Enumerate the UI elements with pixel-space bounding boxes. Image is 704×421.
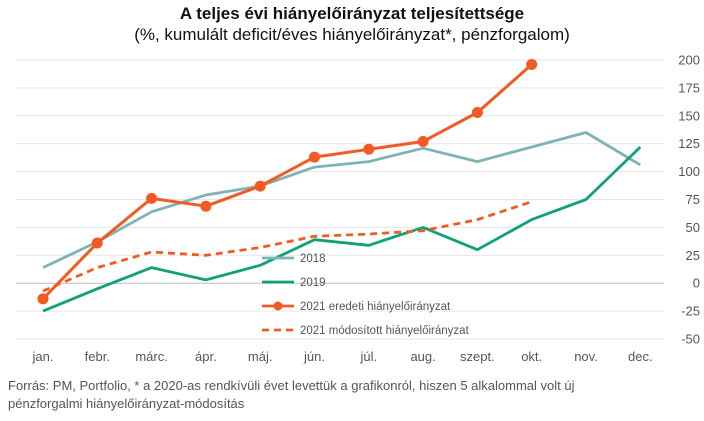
y-tick-label: -50: [681, 332, 700, 347]
y-tick-label: 0: [693, 276, 700, 291]
series-line-0: [42, 131, 642, 269]
x-tick-label: júl.: [359, 349, 377, 364]
x-tick-label: okt.: [521, 349, 542, 364]
legend-marker: [273, 301, 283, 311]
x-tick-label: szept.: [460, 349, 495, 364]
y-tick-label: 125: [678, 136, 700, 151]
data-point: [146, 192, 158, 204]
data-point: [200, 200, 212, 212]
data-point: [363, 143, 375, 155]
y-tick-label: -25: [681, 304, 700, 319]
y-tick-label: 50: [686, 220, 700, 235]
x-tick-label: febr.: [85, 349, 110, 364]
series-line-2: [41, 63, 533, 300]
data-point: [526, 58, 538, 70]
series-line-1: [42, 145, 642, 313]
data-point: [417, 135, 429, 147]
data-point: [37, 293, 49, 305]
legend-label: 2018: [300, 253, 326, 265]
data-point: [471, 106, 483, 118]
series-line-3: [42, 200, 533, 293]
legend-label: 2021 módosított hiányelőirányzat: [300, 325, 470, 337]
y-tick-label: 150: [678, 108, 700, 123]
x-tick-label: aug.: [410, 349, 435, 364]
x-tick-label: máj.: [248, 349, 273, 364]
y-tick-label: 75: [686, 192, 700, 207]
x-tick-label: jan.: [32, 349, 54, 364]
y-tick-label: 175: [678, 80, 700, 95]
source-note: Forrás: PM, Portfolio, * a 2020-as rendk…: [8, 378, 575, 411]
data-point: [309, 151, 320, 163]
chart-title: A teljes évi hiányelőirányzat teljesítet…: [179, 4, 525, 23]
line-chart: -50 -25 0 25 50 75 100 125 150 175 200 jan. febr. már…: [16, 53, 700, 364]
y-tick-label: 200: [678, 53, 700, 68]
x-tick-label: ápr.: [195, 349, 217, 364]
x-tick-label: dec.: [628, 349, 653, 364]
y-tick-label: 25: [686, 248, 700, 263]
x-tick-label: jún.: [303, 349, 325, 364]
data-point: [91, 237, 103, 249]
y-tick-label: 100: [678, 164, 700, 179]
chart-subtitle: (%, kumulált deficit/éves hiányelőirányz…: [134, 25, 570, 44]
legend-label: 2021 eredeti hiányelőirányzat: [300, 301, 451, 313]
data-point: [254, 180, 266, 192]
legend-label: 2019: [300, 277, 326, 289]
x-tick-label: márc.: [135, 349, 168, 364]
x-tick-label: nov.: [574, 349, 598, 364]
